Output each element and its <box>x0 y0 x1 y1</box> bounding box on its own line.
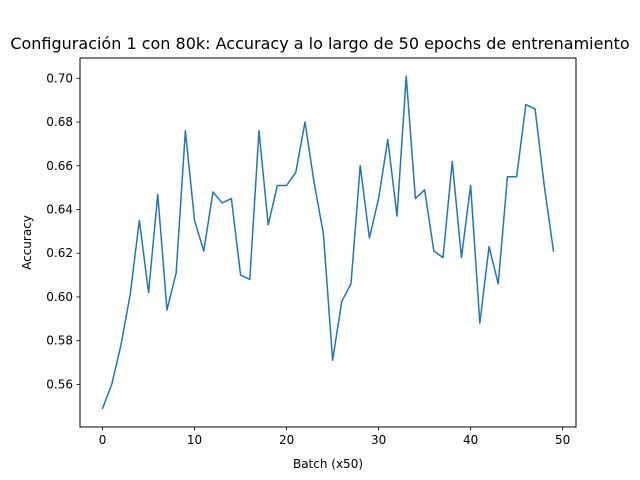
y-tick-label: 0.60 <box>46 290 73 304</box>
y-axis-label: Accuracy <box>20 215 34 270</box>
accuracy-line <box>101 75 555 410</box>
axis-ticks: 0 10 20 30 40 50 0.56 0.58 0.60 0.62 0.64 0.66 0.68 0… <box>46 71 570 447</box>
x-axis-label: Batch (x50) <box>293 457 363 471</box>
y-tick-label: 0.66 <box>46 159 73 173</box>
y-tick-label: 0.64 <box>46 202 73 216</box>
x-tick-label: 50 <box>555 433 570 447</box>
plot-frame <box>79 57 577 428</box>
x-tick-label: 40 <box>463 433 478 447</box>
y-tick-label: 0.62 <box>46 246 73 260</box>
x-tick-label: 0 <box>99 433 107 447</box>
x-tick-label: 10 <box>187 433 202 447</box>
x-tick-label: 30 <box>371 433 386 447</box>
y-tick-label: 0.56 <box>46 377 73 391</box>
y-tick-label: 0.68 <box>46 115 73 129</box>
y-tick-label: 0.58 <box>46 334 73 348</box>
y-tick-label: 0.70 <box>46 71 73 85</box>
x-tick-label: 20 <box>279 433 294 447</box>
series-group <box>101 75 555 410</box>
chart-title: Configuración 1 con 80k: Accuracy a lo l… <box>10 34 629 53</box>
